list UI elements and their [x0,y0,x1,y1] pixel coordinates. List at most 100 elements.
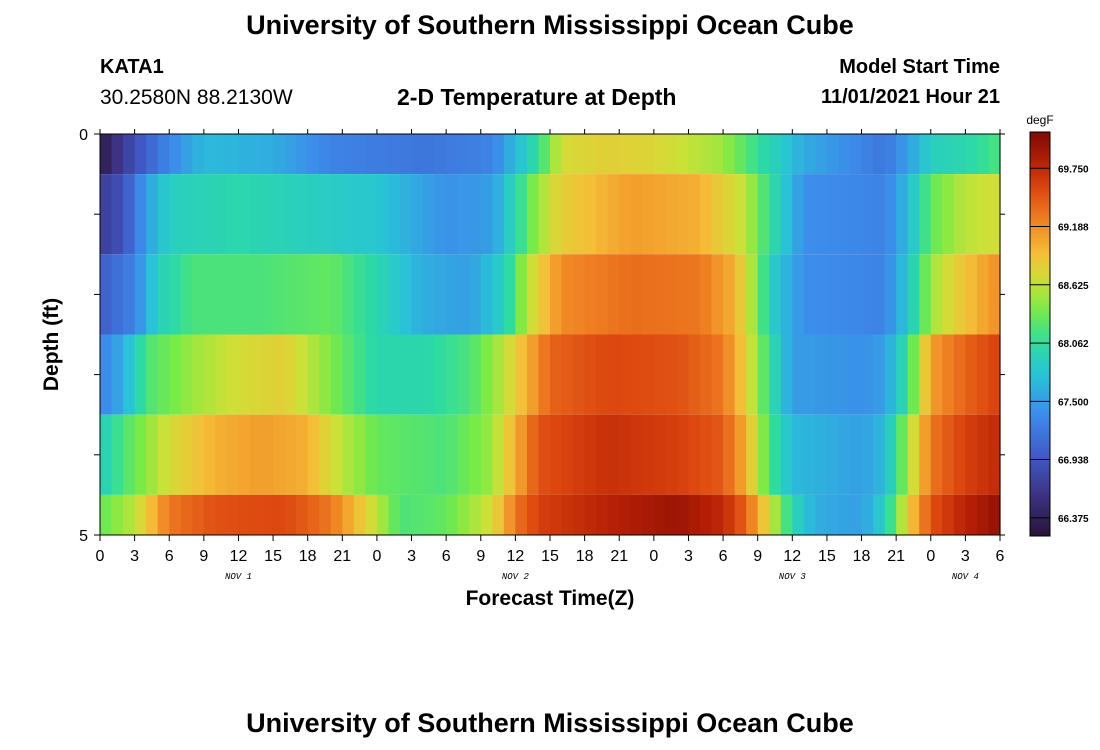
heatmap-cell [711,494,724,535]
heatmap-cell [492,334,505,415]
heatmap-cell [734,134,747,175]
heatmap-cell [676,494,690,535]
heatmap-cell [550,134,563,175]
heatmap-cell [988,494,1001,535]
heatmap-cell [653,494,666,535]
heatmap-cell [446,254,459,335]
heatmap-cell [815,414,828,495]
heatmap-cell [492,254,505,335]
heatmap-cell [896,174,909,255]
heatmap-cell [284,334,297,415]
heatmap-cell [215,414,228,495]
heatmap-cell [780,334,793,415]
heatmap-cell [319,334,332,415]
heatmap-cell [607,334,620,415]
heatmap-cell [976,414,990,495]
heatmap-cell [469,174,482,255]
heatmap-cell [296,334,309,415]
heatmap-cell [307,134,320,175]
heatmap-cell [642,494,655,535]
heatmap-cell [907,494,920,535]
heatmap-cell [538,254,551,335]
heatmap-cell [953,334,966,415]
heatmap-cell [815,494,828,535]
heatmap-cell [861,254,874,335]
heatmap-cell [284,134,297,175]
heatmap-cell [261,414,274,495]
heatmap-cell [884,414,897,495]
x-tick-label: 0 [926,548,935,565]
heatmap-cell [353,334,366,415]
heatmap-cell [180,334,193,415]
heatmap-cell [284,174,297,255]
heatmap-cell [250,254,263,335]
heatmap-cell [561,254,574,335]
heatmap-cell [261,134,274,175]
heatmap-cell [700,334,713,415]
heatmap-cell [423,254,436,335]
heatmap-cell [411,174,424,255]
heatmap-cell [296,414,309,495]
heatmap-cell [434,494,447,535]
heatmap-cell [134,494,147,535]
heatmap-cell [838,254,851,335]
heatmap-cell [319,414,332,495]
heatmap-cell [769,414,782,495]
heatmap-cell [250,414,263,495]
heatmap-cell [434,134,447,175]
heatmap-cell [826,174,840,255]
heatmap-cell [734,254,747,335]
heatmap-cell [873,334,886,415]
heatmap-cell [803,494,816,535]
heatmap-cell [100,134,113,175]
heatmap-cell [192,494,205,535]
heatmap-cell [480,414,493,495]
heatmap-cell [273,334,286,415]
heatmap-cell [769,334,782,415]
heatmap-cell [711,414,724,495]
heatmap-cell [942,414,955,495]
x-tick-label: 9 [753,548,762,565]
heatmap-cell [700,174,713,255]
x-tick-label: 9 [476,548,485,565]
heatmap-cell [792,174,805,255]
heatmap-cell [342,254,355,335]
heatmap-cell [226,174,240,255]
heatmap-cell [953,134,966,175]
x-tick-label: 18 [299,548,317,565]
heatmap-cell [584,414,597,495]
heatmap-cell [330,134,343,175]
heatmap-cell [884,174,897,255]
x-tick-label: 21 [887,548,905,565]
heatmap-cell [688,414,701,495]
heatmap-cell [342,414,355,495]
heatmap-cell [723,414,736,495]
heatmap-cell [192,414,205,495]
heatmap-cell [307,334,320,415]
heatmap-cell [976,254,990,335]
heatmap-cell [700,134,713,175]
heatmap-cell [388,414,401,495]
colorbar-scale [1029,131,1051,537]
heatmap-cell [757,494,770,535]
heatmap-cell [515,414,528,495]
heatmap-cell [388,334,401,415]
heatmap-cell [526,254,540,335]
heatmap-cell [226,494,240,535]
heatmap-cell [169,414,182,495]
heatmap-cell [780,174,793,255]
heatmap-cell [792,254,805,335]
heatmap-cell [861,334,874,415]
heatmap-cell [411,494,424,535]
heatmap-cell [919,414,932,495]
heatmap-cell [203,174,216,255]
heatmap-cell [630,494,643,535]
heatmap-cell [123,414,136,495]
heatmap-cell [515,134,528,175]
heatmap-cell [330,414,343,495]
heatmap-cell [400,134,413,175]
heatmap-cell [688,494,701,535]
heatmap-cell [723,254,736,335]
heatmap-cell [307,414,320,495]
